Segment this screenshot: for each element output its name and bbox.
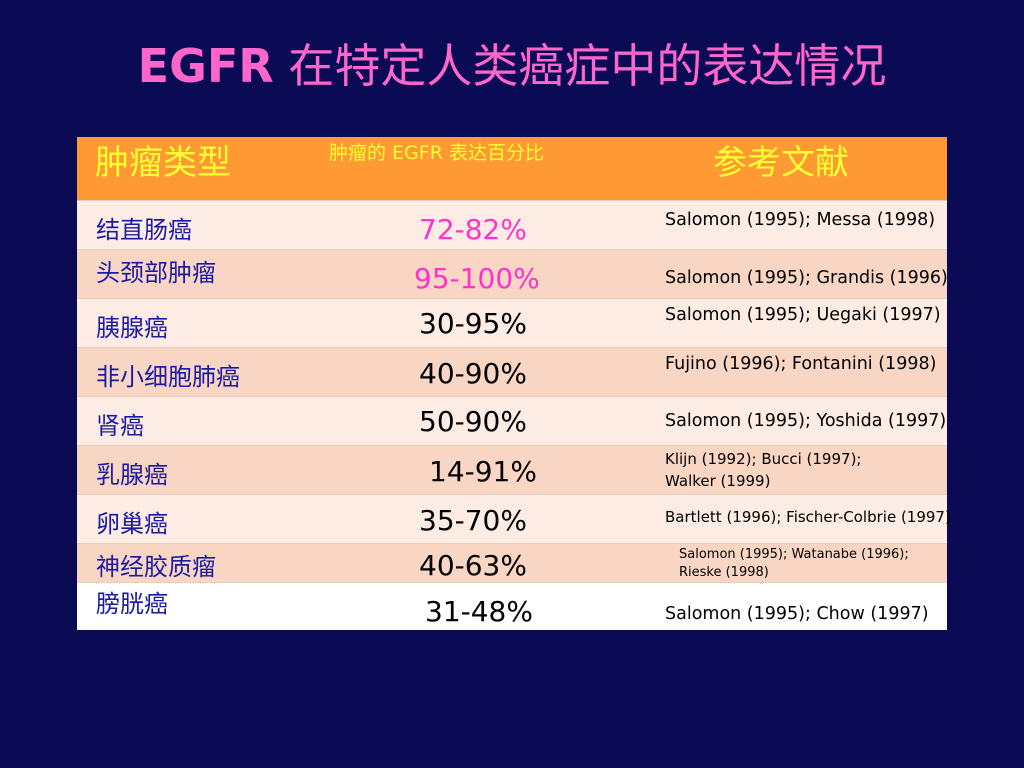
cell-reference: Salomon (1995); Watanabe (1996); [679, 547, 909, 562]
cell-reference: Salomon (1995); Grandis (1996) [665, 268, 948, 288]
cell-reference: Salomon (1995); Uegaki (1997) [665, 305, 941, 325]
cell-percent: 72-82% [419, 213, 527, 246]
table-row: 膀胱癌 31-48% Salomon (1995); Chow (1997) [77, 582, 947, 630]
table-row: 胰腺癌 30-95% Salomon (1995); Uegaki (1997) [77, 298, 947, 348]
cell-reference: Salomon (1995); Messa (1998) [665, 210, 936, 230]
cell-tumor-type: 头颈部肿瘤 [96, 259, 216, 287]
title-egfr: EGFR [137, 39, 274, 93]
cell-reference: Bartlett (1996); Fischer-Colbrie (1997) [665, 508, 951, 526]
slide-title: EGFR 在特定人类癌症中的表达情况 [0, 36, 1024, 96]
cell-percent: 40-63% [419, 549, 527, 582]
table-row: 卵巢癌 35-70% Bartlett (1996); Fischer-Colb… [77, 494, 951, 544]
cell-percent: 30-95% [419, 307, 527, 340]
header-tumor-type: 肿瘤类型 [95, 143, 231, 183]
cell-tumor-type: 膀胱癌 [96, 590, 168, 618]
egfr-expression-table: 肿瘤类型 肿瘤的 EGFR 表达百分比 参考文献 结直肠癌 72-82% Sal… [77, 137, 951, 630]
cell-percent: 35-70% [419, 504, 527, 537]
cell-tumor-type: 神经胶质瘤 [96, 553, 216, 581]
title-text: 在特定人类癌症中的表达情况 [288, 39, 887, 93]
table-row: 肾癌 50-90% Salomon (1995); Yoshida (1997) [77, 396, 947, 446]
cell-percent: 40-90% [419, 357, 527, 390]
cell-reference: Salomon (1995); Chow (1997) [665, 604, 929, 624]
table-row: 结直肠癌 72-82% Salomon (1995); Messa (1998) [77, 200, 947, 250]
cell-percent: 31-48% [425, 595, 533, 628]
cell-percent: 95-100% [414, 262, 540, 295]
table-row: 非小细胞肺癌 40-90% Fujino (1996); Fontanini (… [77, 347, 947, 397]
cell-tumor-type: 肾癌 [96, 412, 144, 440]
cell-tumor-type: 胰腺癌 [96, 314, 168, 342]
cell-reference-line2: Walker (1999) [665, 472, 771, 490]
header-egfr-percent: 肿瘤的 EGFR 表达百分比 [329, 142, 544, 164]
cell-reference: Klijn (1992); Bucci (1997); [665, 450, 862, 468]
cell-tumor-type: 结直肠癌 [96, 216, 192, 244]
cell-reference-line2: Rieske (1998) [679, 565, 769, 580]
cell-reference: Fujino (1996); Fontanini (1998) [665, 354, 937, 374]
cell-tumor-type: 非小细胞肺癌 [96, 363, 240, 391]
cell-tumor-type: 卵巢癌 [96, 510, 168, 538]
cell-tumor-type: 乳腺癌 [96, 461, 168, 489]
table-row: 头颈部肿瘤 95-100% Salomon (1995); Grandis (1… [77, 249, 948, 299]
table-row: 乳腺癌 14-91% Klijn (1992); Bucci (1997); W… [77, 445, 947, 495]
cell-percent: 50-90% [419, 405, 527, 438]
header-references: 参考文献 [713, 143, 849, 183]
table-header: 肿瘤类型 肿瘤的 EGFR 表达百分比 参考文献 [77, 137, 947, 200]
cell-reference: Salomon (1995); Yoshida (1997) [665, 411, 947, 431]
cell-percent: 14-91% [429, 455, 537, 488]
